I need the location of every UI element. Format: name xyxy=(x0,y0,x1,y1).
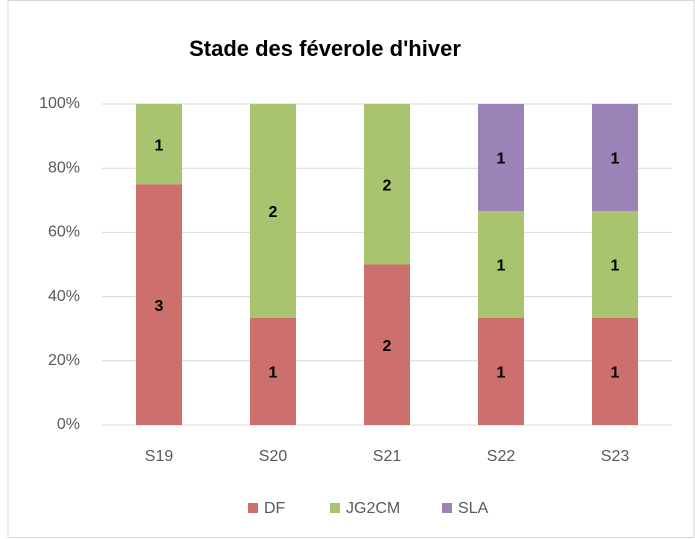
bar-segment xyxy=(364,104,410,265)
data-label: 2 xyxy=(383,338,392,355)
bar-segment xyxy=(136,104,182,185)
data-label: 1 xyxy=(611,258,620,275)
legend-label: DF xyxy=(264,500,286,517)
bar-segment xyxy=(592,104,638,211)
bar-segment xyxy=(478,318,524,425)
legend-label: SLA xyxy=(458,500,489,517)
legend-swatch xyxy=(330,503,340,513)
data-label: 1 xyxy=(611,151,620,168)
bar-segment xyxy=(250,104,296,318)
x-tick-label: S21 xyxy=(373,448,402,465)
data-label: 1 xyxy=(497,151,506,168)
y-tick-label: 40% xyxy=(48,288,80,305)
data-label: 1 xyxy=(155,137,164,154)
bar-segment xyxy=(250,318,296,425)
y-tick-label: 60% xyxy=(48,224,80,241)
bar-segment xyxy=(478,211,524,318)
data-label: 1 xyxy=(497,258,506,275)
y-tick-label: 20% xyxy=(48,352,80,369)
bar-segment xyxy=(364,264,410,425)
y-tick-label: 80% xyxy=(48,159,80,176)
x-tick-label: S22 xyxy=(487,448,516,465)
legend-label: JG2CM xyxy=(346,500,400,517)
chart-title: Stade des féverole d'hiver xyxy=(189,36,461,61)
data-label: 3 xyxy=(155,298,164,315)
bar-segment xyxy=(592,211,638,318)
x-tick-label: S19 xyxy=(145,448,174,465)
bar-segment xyxy=(478,104,524,211)
y-tick-label: 100% xyxy=(39,95,80,112)
x-tick-label: S20 xyxy=(259,448,288,465)
chart-frame xyxy=(7,0,695,538)
data-label: 2 xyxy=(383,177,392,194)
x-tick-label: S23 xyxy=(601,448,630,465)
data-label: 1 xyxy=(497,365,506,382)
y-tick-label: 0% xyxy=(57,416,80,433)
legend-swatch xyxy=(442,503,452,513)
data-label: 2 xyxy=(269,204,278,221)
legend-swatch xyxy=(248,503,258,513)
bar-segment xyxy=(136,184,182,425)
data-label: 1 xyxy=(611,365,620,382)
bar-segment xyxy=(592,318,638,425)
data-label: 1 xyxy=(269,365,278,382)
